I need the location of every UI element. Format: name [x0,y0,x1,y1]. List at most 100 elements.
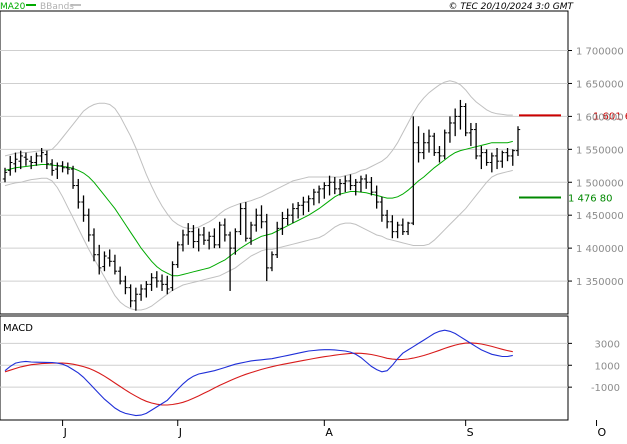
signal-line [4,342,513,406]
price-bar [186,223,191,245]
price-bar [442,129,447,160]
price-bar [81,195,86,222]
price-bar [379,196,385,222]
macd-title: MACD [3,323,33,334]
price-bar [285,208,290,226]
price-bar [170,261,175,291]
price-bar [138,284,144,301]
price-y-tick-label: 1 400000 [576,244,624,255]
price-bar [123,275,128,295]
price-levels: 1 601 6 1 476 80 [519,111,627,205]
moving-average [4,140,513,277]
price-bar [149,273,154,291]
price-y-tick-label: 1 350000 [576,277,624,288]
price-bar [243,202,248,242]
price-bar [91,228,97,262]
price-bar [133,287,139,311]
main-panel: 1 601 6 1 476 80 1 700000 1 650000 1 600000… [0,10,627,315]
macd-y-tick-label: 3000 [595,339,620,350]
price-bar [238,203,243,235]
price-bar [44,150,50,170]
price-bar [369,176,374,196]
support-label: 1 476 80 [568,194,613,205]
price-bar [233,228,238,255]
x-tick-label: J [63,426,67,439]
price-bar [55,162,60,179]
price-panel-frame [0,10,569,315]
legend-bb-swatch [71,4,81,6]
price-bar [264,213,269,282]
price-bar [432,132,437,156]
price-bar [23,152,29,166]
price-y-tick-label: 1 650000 [576,79,624,90]
price-bar [437,146,442,163]
price-bar [395,221,400,239]
price-bar [510,149,515,166]
price-bar [473,122,479,160]
price-bar [489,152,495,173]
price-bar [363,174,369,189]
macd-y-tick-label: 1000 [595,361,620,372]
price-bars [2,99,521,311]
price-bar [290,203,296,224]
price-bar [201,227,207,245]
price-bar [400,218,406,235]
price-bar [70,165,76,189]
price-bar [295,202,301,219]
price-bar [505,148,510,162]
price-bar [102,251,107,272]
price-bar [154,271,160,288]
price-bar [322,182,327,199]
macd-line [4,329,513,417]
x-tick-label: A [325,426,333,439]
price-bar [107,249,112,267]
price-bar [165,275,170,295]
price-bar [13,152,18,173]
price-bar [421,132,426,160]
price-bar [39,148,44,163]
price-bar [60,161,65,173]
price-bar [248,221,254,245]
price-bar [112,254,118,275]
price-y-tick-label: 1 600000 [576,112,624,123]
price-bar [8,155,13,176]
price-bar [217,221,222,249]
price-bar [416,126,421,163]
price-grid [0,50,568,282]
price-bar [358,175,364,193]
price-bar [311,188,317,206]
x-tick-label: J [178,426,182,439]
price-bar [212,228,217,249]
bband-lower-line [4,169,513,311]
price-y-tick-label: 1 450000 [576,211,624,222]
legend-bb-label: BBands [40,2,74,12]
price-bar [196,228,201,252]
price-bar [306,195,311,212]
price-bar [494,148,500,170]
price-bar [175,241,180,268]
price-bar [463,103,468,137]
price-bar [447,116,453,143]
price-bar [34,152,39,166]
price-bar [180,229,186,252]
price-bar [316,185,322,204]
x-tick-label: O [598,426,607,439]
price-bar [332,176,337,195]
copyright: © TEC 20/10/2024 3:0 GMT [448,2,574,12]
price-bar [337,178,343,196]
price-bar [259,205,264,229]
price-bar [65,162,71,175]
price-bar [426,129,432,153]
price-bar [269,251,275,272]
price-bar [18,150,23,170]
header: MA20 BBands © TEC 20/10/2024 3:0 GMT [0,2,574,12]
price-bar [458,99,463,130]
legend-ma-swatch [26,4,36,6]
price-bar [86,208,91,242]
resistance-label: 1 601 6 [593,111,627,122]
macd-panel: 3000 1000 -1000 MACD [0,315,620,421]
price-bar [500,150,505,168]
bollinger-bands [4,80,513,311]
macd-lines [4,329,513,417]
